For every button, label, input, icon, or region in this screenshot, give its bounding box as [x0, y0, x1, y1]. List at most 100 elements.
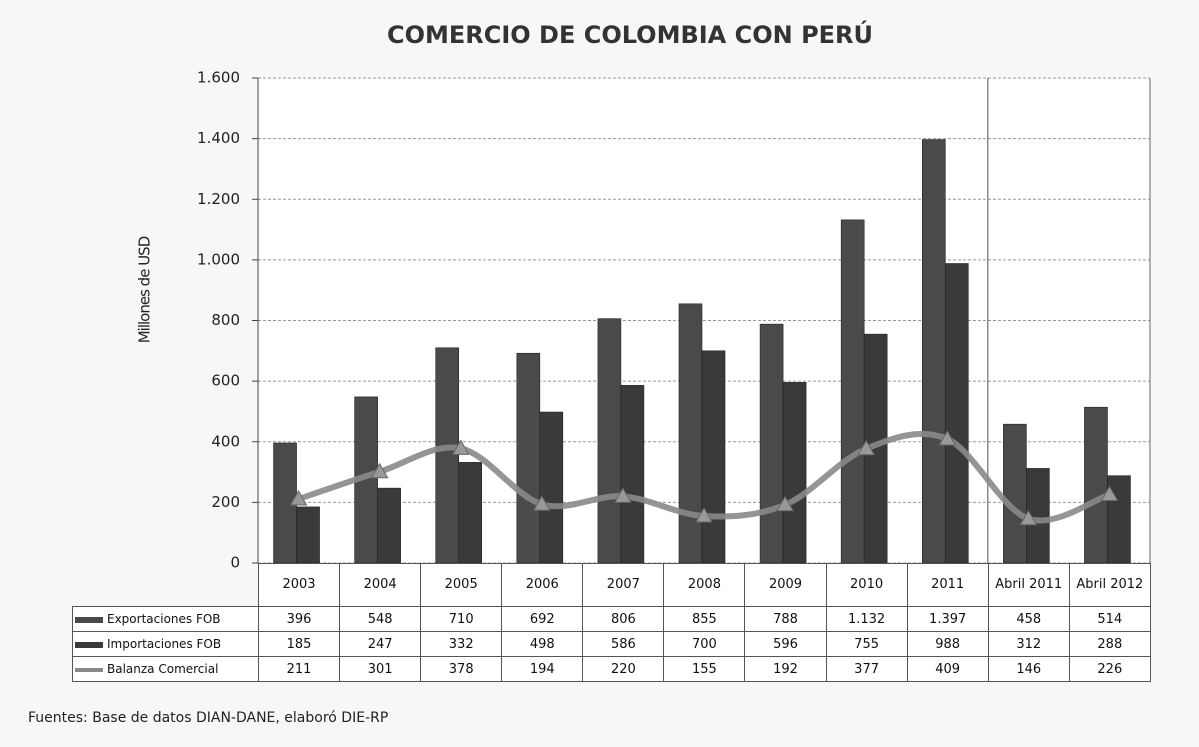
table-value: 596	[744, 631, 827, 657]
table-value: 806	[582, 606, 665, 632]
table-value: 498	[501, 631, 584, 657]
source-note: Fuentes: Base de datos DIAN-DANE, elabor…	[28, 710, 388, 726]
table-value: 548	[339, 606, 422, 632]
bar	[840, 219, 865, 564]
table-value: 220	[582, 656, 665, 682]
table-value: 988	[906, 631, 989, 657]
data-table: 2003 2004 2005 2006 2007 2008 2009 2010 2011 Abri…	[72, 563, 1151, 682]
line-marker	[695, 507, 713, 523]
legend-swatch	[75, 616, 103, 623]
table-value: 1.397	[906, 606, 989, 632]
chart-title: COMERCIO DE COLOMBIA CON PERÚ	[387, 19, 873, 49]
data-row: Balanza Comercial 211 301 378 194 220 155 192 37…	[72, 656, 1151, 682]
category-label: 2007	[582, 563, 665, 607]
table-value: 788	[744, 606, 827, 632]
legend-cell: Importaciones FOB	[72, 631, 259, 657]
line-marker	[1019, 509, 1038, 526]
table-value: 332	[420, 631, 503, 657]
bar	[1084, 406, 1108, 564]
table-value: 146	[987, 656, 1070, 682]
category-label: 2004	[339, 563, 422, 607]
table-value: 710	[420, 606, 503, 632]
table-value: 700	[663, 631, 746, 657]
table-value: 855	[663, 606, 746, 632]
table-value: 755	[825, 631, 908, 657]
bar	[296, 506, 320, 564]
line-marker	[289, 490, 308, 506]
category-label: 2003	[257, 563, 341, 607]
y-axis-label: Millones de USD	[136, 236, 154, 343]
legend-swatch	[75, 641, 103, 648]
category-label: 2009	[744, 563, 827, 607]
data-row: Exportaciones FOB 396 548 710 692 806 855 788 1.…	[72, 606, 1151, 632]
legend-label: Importaciones FOB	[107, 637, 222, 651]
legend-cell: Exportaciones FOB	[72, 606, 259, 632]
y-tick-label: 200	[211, 493, 240, 511]
table-value: 247	[339, 631, 422, 657]
bar	[597, 318, 622, 564]
line-marker	[776, 495, 794, 512]
bar	[377, 487, 401, 564]
corner-cell	[73, 564, 259, 607]
bar	[701, 350, 726, 564]
line-marker	[370, 462, 389, 479]
line-marker	[614, 487, 632, 503]
table-value: 458	[987, 606, 1070, 632]
table-value: 155	[663, 656, 746, 682]
legend-cell: Balanza Comercial	[72, 656, 259, 682]
table-value: 226	[1068, 656, 1151, 682]
category-label: Abril 2012	[1068, 563, 1151, 607]
line-marker	[938, 430, 957, 446]
table-value: 514	[1068, 606, 1151, 632]
line-marker	[857, 439, 876, 456]
header-row: 2003 2004 2005 2006 2007 2008 2009 2010 2011 Abri…	[73, 563, 1151, 607]
category-label: 2005	[420, 563, 503, 607]
table-value: 396	[257, 606, 341, 632]
bar	[944, 263, 969, 564]
table-value: 312	[987, 631, 1070, 657]
y-tick-label: 800	[211, 311, 240, 329]
bar	[516, 352, 541, 564]
table-value: 185	[257, 631, 341, 657]
table-value: 378	[420, 656, 503, 682]
bar	[782, 382, 807, 564]
category-label: 2011	[906, 563, 989, 607]
category-label: 2006	[501, 563, 584, 607]
table-value: 192	[744, 656, 827, 682]
table-value: 194	[501, 656, 584, 682]
bar	[678, 303, 703, 564]
y-tick-label: 1.200	[197, 190, 240, 208]
table-value: 409	[906, 656, 989, 682]
y-tick-label: 0	[230, 554, 240, 572]
bar	[620, 385, 645, 564]
table-value: 692	[501, 606, 584, 632]
legend-label: Balanza Comercial	[107, 662, 219, 676]
y-tick-label: 400	[211, 432, 240, 450]
bar	[1003, 423, 1027, 564]
y-tick-label: 1.600	[197, 69, 240, 87]
data-row: Importaciones FOB 185 247 332 498 586 700 596 75…	[72, 631, 1151, 657]
bar	[435, 347, 460, 564]
line-marker	[532, 495, 551, 511]
bar	[539, 411, 564, 564]
bar	[921, 139, 946, 564]
table-value: 377	[825, 656, 908, 682]
table-value: 288	[1068, 631, 1151, 657]
bar	[759, 323, 784, 564]
table-value: 211	[257, 656, 341, 682]
category-label: 2010	[825, 563, 908, 607]
line-marker	[1100, 485, 1119, 501]
category-label: 2008	[663, 563, 746, 607]
line-marker	[451, 439, 470, 455]
category-label: Abril 2011	[987, 563, 1070, 607]
y-tick-label: 600	[211, 372, 240, 390]
y-tick-label: 1.400	[197, 129, 240, 147]
table-value: 301	[339, 656, 422, 682]
legend-label: Exportaciones FOB	[107, 612, 221, 626]
y-tick-label: 1.000	[197, 250, 240, 268]
legend-swatch	[75, 667, 103, 672]
table-value: 586	[582, 631, 665, 657]
table-value: 1.132	[825, 606, 908, 632]
